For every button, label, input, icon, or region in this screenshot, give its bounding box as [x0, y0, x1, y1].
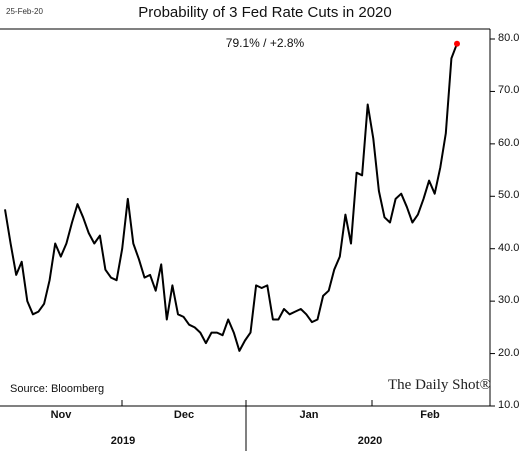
date-stamp: 25-Feb-20: [6, 7, 43, 16]
source-note: Source: Bloomberg: [10, 383, 105, 395]
month-label-jan: Jan: [299, 409, 319, 421]
last-point-marker: [454, 40, 460, 47]
y-tick-label: 50.0: [498, 189, 520, 202]
month-label-feb: Feb: [420, 409, 440, 421]
year-label-2020: 2020: [357, 435, 383, 447]
y-tick-label: 30.0: [498, 294, 520, 307]
y-tick-label: 10.0: [498, 399, 520, 411]
year-label-2019: 2019: [110, 435, 136, 447]
y-tick-label: 20.0: [498, 346, 520, 359]
y-tick-label: 80.0: [498, 32, 520, 44]
y-axis-ticks: [490, 38, 495, 407]
y-tick-label: 60.0: [498, 136, 520, 149]
chart-title: Probability of 3 Fed Rate Cuts in 2020: [138, 4, 392, 21]
month-label-dec: Dec: [173, 409, 195, 421]
month-label-nov: Nov: [50, 409, 72, 421]
latest-value-label: 79.1% / +2.8%: [225, 36, 305, 50]
brand-logo: The Daily Shot®: [388, 377, 492, 393]
series-line: [4, 43, 458, 352]
y-tick-label: 40.0: [498, 241, 520, 254]
y-tick-label: 70.0: [498, 84, 520, 97]
